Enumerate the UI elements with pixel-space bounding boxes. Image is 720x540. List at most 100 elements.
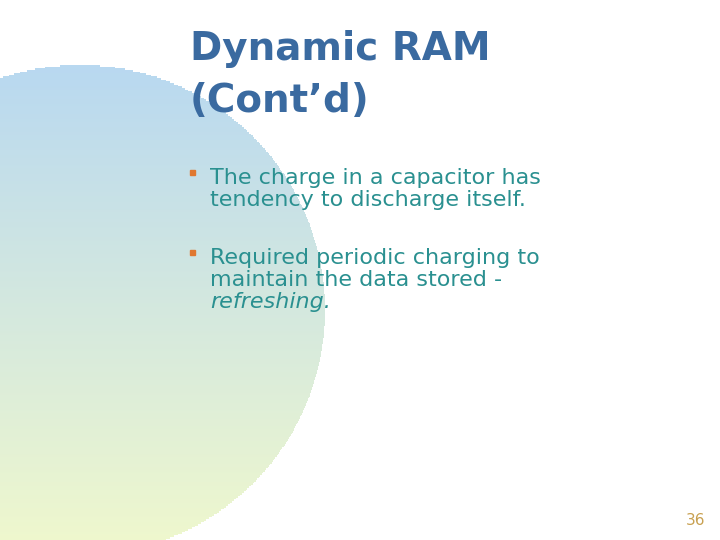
Bar [0,211,304,212]
Bar [0,537,170,539]
Bar [0,256,319,258]
Bar [0,521,204,522]
Bar [0,94,198,96]
Bar [0,328,324,329]
Bar [0,493,242,495]
Bar [0,410,303,411]
Bar [0,157,271,158]
Bar [27,70,132,71]
Bar [0,99,207,101]
Bar [0,282,323,284]
Text: Required periodic charging to: Required periodic charging to [210,248,540,268]
Bar [0,431,292,433]
Bar [0,393,310,395]
Bar [0,512,217,514]
Bar [0,401,307,403]
Bar [0,106,217,107]
Bar [0,400,307,401]
Bar [0,199,299,200]
Bar [0,158,273,160]
Bar [0,331,324,333]
Bar [0,137,254,138]
Bar [0,200,300,202]
Bar [0,82,170,83]
Bar [0,90,189,91]
Bar [0,96,201,98]
Bar [0,534,178,535]
Bar [0,245,316,246]
Bar [0,307,325,308]
Bar [0,83,174,85]
Bar [0,514,214,516]
Bar [0,364,319,366]
Bar [0,361,320,362]
Bar [0,228,311,230]
Bar [0,320,325,321]
Bar [0,85,178,86]
Bar [0,237,314,238]
Bar [0,506,226,508]
Bar [0,147,264,149]
Bar [0,142,259,144]
Bar [0,326,325,328]
Bar [0,103,212,104]
Bar [0,349,322,351]
Bar [0,227,311,228]
Bar [0,434,291,436]
Bar [0,362,319,364]
Bar [0,194,296,195]
Bar [0,415,301,416]
Bar [0,241,315,243]
Bar [0,148,265,150]
Bar [0,261,320,262]
Bar [0,501,233,503]
Bar [60,65,100,66]
Bar [0,276,323,278]
Bar [0,186,292,187]
Bar [0,217,307,219]
Bar [0,408,304,410]
Bar [0,286,324,287]
Bar [0,78,161,80]
Bar [0,183,289,184]
Bar [0,104,214,106]
Bar [0,535,174,537]
Bar [0,503,230,504]
Bar [0,449,282,450]
Bar [0,232,312,233]
Bar [0,222,309,224]
Bar [0,316,325,318]
Bar [0,441,287,442]
Bar [0,433,292,434]
Bar [0,444,284,446]
Bar [0,197,298,199]
Bar [0,416,300,418]
Bar [0,192,295,194]
Bar [0,490,246,491]
Bar [0,179,288,181]
Bar [0,163,276,165]
Bar [0,345,323,346]
Bar [0,267,321,269]
Bar [0,124,240,125]
Bar [0,467,268,468]
Bar [0,421,298,423]
Bar [0,135,253,137]
Bar [0,392,311,393]
Bar [0,132,249,133]
Bar [0,411,302,413]
Bar [0,116,230,117]
Bar [0,215,306,217]
Bar [0,243,316,245]
Bar [0,119,234,120]
Bar [0,299,325,300]
Bar [0,153,269,155]
Bar [0,258,320,259]
Bar [0,356,320,357]
Bar [0,152,268,153]
Text: 36: 36 [685,513,705,528]
Bar [0,367,318,369]
Bar [0,170,282,171]
Bar [0,178,287,179]
Bar [0,308,325,310]
